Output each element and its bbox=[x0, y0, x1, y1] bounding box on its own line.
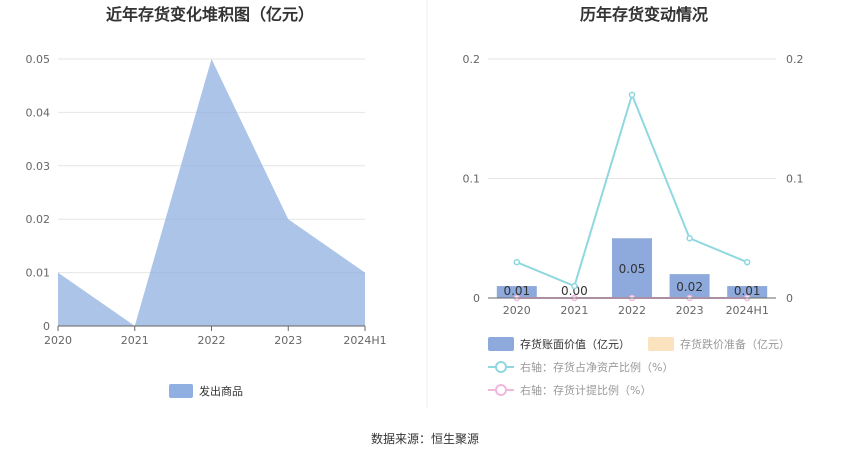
left-area-fill bbox=[58, 59, 365, 326]
bar-book-value[interactable] bbox=[669, 274, 710, 298]
legend-label-net-asset-ratio: 右轴：存货占净资产比例（%） bbox=[520, 360, 673, 374]
right-x-tick-label: 2024H1 bbox=[726, 304, 769, 317]
right-x-axis: 2020 2021 2022 2023 2024H1 bbox=[488, 297, 776, 317]
bar-value-label: 0.01 bbox=[734, 284, 761, 298]
right-y-left-tick-label: 0 bbox=[473, 292, 480, 305]
left-y-tick-label: 0.02 bbox=[26, 213, 51, 226]
left-y-tick-label: 0.01 bbox=[26, 267, 51, 280]
point-net-asset-ratio[interactable] bbox=[743, 258, 751, 266]
left-area-series bbox=[57, 58, 366, 327]
right-y-right-tick-label: 0.2 bbox=[786, 53, 804, 66]
left-legend-label: 发出商品 bbox=[199, 384, 243, 398]
right-bars: 0.01 0.00 0.05 0.02 0.01 bbox=[496, 238, 768, 298]
bar-value-label: 0.05 bbox=[619, 262, 646, 276]
point-net-asset-ratio[interactable] bbox=[571, 282, 578, 290]
right-y-left-tick-label: 0.1 bbox=[463, 173, 481, 186]
point-net-asset-ratio[interactable] bbox=[628, 91, 636, 99]
right-chart-title: 历年存货变动情况 bbox=[580, 5, 708, 24]
left-x-axis: 2020 2021 2022 2023 2024H1 bbox=[44, 325, 387, 347]
legend-item-book-value[interactable]: 存货账面价值（亿元） bbox=[488, 337, 630, 351]
legend-marker-net-asset-ratio bbox=[495, 361, 507, 373]
point-net-asset-ratio[interactable] bbox=[686, 235, 693, 242]
bar-book-value[interactable] bbox=[727, 286, 768, 298]
left-legend-swatch bbox=[169, 384, 193, 398]
bar-value-label: 0.02 bbox=[676, 280, 703, 294]
bar-value-label: 0.00 bbox=[561, 284, 588, 298]
bar-value-label: 0.01 bbox=[503, 284, 530, 298]
legend-label-impairment: 存货跌价准备（亿元） bbox=[680, 337, 790, 351]
legend-item-net-asset-ratio[interactable]: 右轴：存货占净资产比例（%） bbox=[488, 360, 673, 374]
left-x-tick-label: 2024H1 bbox=[343, 334, 386, 347]
right-y-right-tick-label: 0.1 bbox=[786, 173, 804, 186]
right-x-tick-label: 2023 bbox=[676, 304, 704, 317]
right-y-ticks-left: 0 0.1 0.2 bbox=[463, 53, 481, 305]
left-chart-title: 近年存货变化堆积图（亿元） bbox=[106, 5, 314, 24]
bar-book-value[interactable] bbox=[612, 238, 652, 298]
left-chart: 近年存货变化堆积图（亿元） 0 0.01 0.02 0.03 0.04 0.05 2020… bbox=[26, 5, 387, 398]
left-y-tick-label: 0.03 bbox=[26, 160, 51, 173]
right-y-left-tick-label: 0.2 bbox=[463, 53, 481, 66]
left-y-tick-label: 0.04 bbox=[26, 106, 51, 119]
left-x-tick-label: 2022 bbox=[198, 334, 226, 347]
right-x-tick-label: 2022 bbox=[618, 304, 646, 317]
left-y-tick-label: 0 bbox=[43, 320, 50, 333]
legend-item-impairment[interactable]: 存货跌价准备（亿元） bbox=[648, 337, 790, 351]
legend-marker-provision-ratio bbox=[495, 384, 507, 396]
legend-label-provision-ratio: 右轴：存货计提比例（%） bbox=[520, 383, 651, 397]
bar-book-value[interactable] bbox=[496, 286, 537, 298]
right-chart: 历年存货变动情况 00.10.2 00.10.2 0.01 0.000.050.0… bbox=[463, 5, 804, 397]
legend-item-provision-ratio[interactable]: 右轴：存货计提比例（%） bbox=[488, 383, 651, 397]
left-y-ticks: 0 0.01 0.02 0.03 0.04 0.05 bbox=[26, 53, 51, 333]
right-y-ticks-right: 0 0.1 0.2 bbox=[786, 53, 804, 305]
left-x-tick-label: 2021 bbox=[121, 334, 149, 347]
legend-swatch-book-value bbox=[488, 337, 514, 351]
left-x-tick-label: 2023 bbox=[274, 334, 302, 347]
right-y-right-tick-label: 0 bbox=[786, 292, 793, 305]
data-source-footer: 数据来源：恒生聚源 bbox=[371, 431, 479, 446]
left-x-tick-label: 2020 bbox=[44, 334, 72, 347]
point-net-asset-ratio[interactable] bbox=[513, 258, 521, 266]
legend-label-book-value: 存货账面价值（亿元） bbox=[520, 337, 630, 351]
left-legend[interactable]: 发出商品 bbox=[169, 384, 243, 398]
right-legend: 存货账面价值（亿元） 存货跌价准备（亿元） 右轴：存货占净资产比例（%） 右轴：… bbox=[488, 337, 790, 397]
left-y-tick-label: 0.05 bbox=[26, 53, 51, 66]
right-x-tick-label: 2021 bbox=[560, 304, 588, 317]
right-x-tick-label: 2020 bbox=[503, 304, 531, 317]
legend-swatch-impairment bbox=[648, 337, 674, 351]
